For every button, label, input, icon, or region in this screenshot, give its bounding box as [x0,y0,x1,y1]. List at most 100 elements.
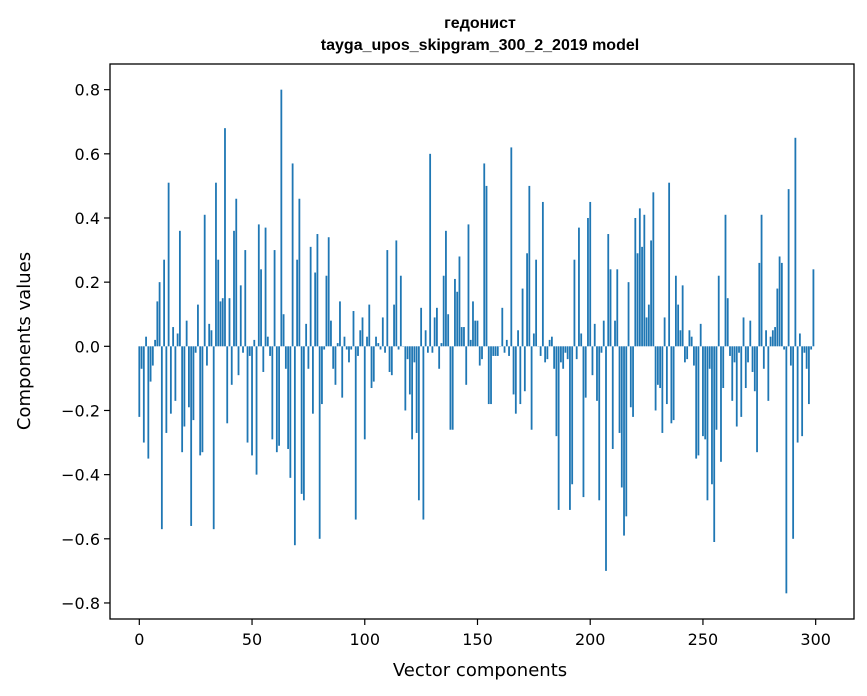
bar [785,346,788,594]
bar [715,346,718,430]
bar [273,250,276,347]
bar [429,153,432,347]
bar [555,346,558,437]
bar [289,346,292,478]
bar [713,346,716,542]
bar [605,346,607,571]
x-tick-label: 0 [134,630,144,649]
bar [350,346,353,350]
bar [661,346,664,433]
bar [352,311,355,347]
bar [758,262,761,347]
x-axis-label: Vector components [393,660,567,681]
bar [562,346,565,369]
bar [302,346,305,501]
bar [280,89,283,347]
bar [645,317,648,347]
bar [573,259,576,347]
bar [609,269,612,347]
bar [686,346,689,360]
bar [305,323,308,347]
bar [744,346,747,389]
bar [334,346,337,385]
bar [478,346,481,366]
bar [501,307,504,347]
y-tick-label: −0.8 [61,594,100,613]
bar [194,346,197,353]
x-tick-label: 200 [575,630,606,649]
bar [377,343,380,347]
bar [598,346,601,501]
bar [550,336,553,347]
bar [257,224,260,347]
bar [659,346,662,389]
bar [548,339,551,347]
bar [169,346,172,414]
bar [760,214,763,347]
bar [415,346,418,433]
bar [433,317,436,347]
bar [702,346,704,437]
bar [255,346,258,475]
bar [438,346,441,369]
bar [185,320,188,347]
bar [517,330,519,347]
bar [165,346,168,433]
bar [431,346,434,353]
bar [681,285,684,347]
bar [339,301,341,347]
bar [699,323,702,347]
bar [717,275,720,347]
bar [332,346,335,369]
plot-frame [109,63,855,620]
bar [348,346,350,363]
bar [767,346,770,401]
bar [496,346,499,356]
x-tick-label: 100 [349,630,380,649]
bar [397,346,400,350]
bar [679,330,682,347]
bar [596,346,598,401]
x-tick-label: 250 [688,630,719,649]
bar [388,346,391,372]
bar [239,285,242,347]
bar [616,269,619,347]
bar [300,346,303,494]
bar [553,346,556,369]
bar [140,346,143,369]
bar [684,346,686,363]
bar [406,346,409,360]
bar [720,346,722,462]
y-axis-label: Components values [14,252,35,430]
bar [287,346,290,449]
bar [206,346,208,366]
bar [469,339,472,347]
bar [278,346,280,446]
bar [503,346,506,353]
bar [420,307,423,347]
bar [156,301,159,347]
bar [611,346,614,449]
bar [564,346,567,353]
bar [650,240,652,347]
bar [221,298,224,347]
bar [481,346,483,360]
bar [591,346,594,376]
bar [325,275,328,347]
bar [436,307,438,347]
bar [296,259,299,347]
bar [323,346,326,350]
x-tick-label: 300 [800,630,831,649]
bar [357,346,359,356]
bar [742,317,745,347]
bar [366,336,368,347]
bar [413,346,416,363]
bar [181,346,184,453]
bar [163,259,166,347]
bar [160,346,163,530]
bar [668,182,671,347]
bar [142,346,145,443]
bar [808,346,810,405]
bar [787,189,790,347]
bar [321,346,323,405]
